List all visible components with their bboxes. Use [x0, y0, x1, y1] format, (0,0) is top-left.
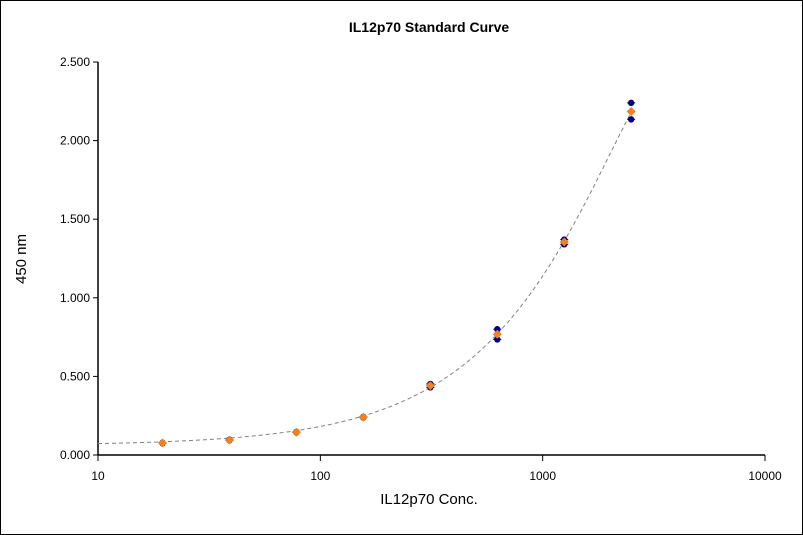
replicate-point — [627, 116, 635, 123]
y-tick-label: 2.500 — [60, 55, 90, 69]
replicate-point — [494, 336, 501, 343]
x-tick-label: 100 — [310, 469, 330, 483]
mean-point — [291, 427, 301, 437]
mean-point — [559, 237, 569, 247]
mean-point — [626, 107, 636, 117]
replicate-point — [627, 99, 635, 107]
mean-point — [358, 412, 368, 422]
replicate-point — [494, 326, 501, 333]
fit-curve — [97, 112, 632, 445]
y-axis-label: 450 nm — [13, 234, 30, 284]
y-tick-label: 0.500 — [60, 369, 90, 383]
y-tick-label: 2.000 — [60, 134, 90, 148]
y-tick-label: 1.000 — [60, 291, 90, 305]
data-points — [157, 99, 636, 448]
mean-point — [425, 381, 435, 391]
mean-point — [224, 435, 234, 445]
chart-title: IL12p70 Standard Curve — [349, 19, 509, 35]
x-tick-label: 10000 — [748, 469, 782, 483]
x-tick-label: 1000 — [529, 469, 556, 483]
y-tick-label: 1.500 — [60, 212, 90, 226]
axes: 0.000 0.500 1.000 1.500 2.000 2.500 10 100 1000 1… — [60, 55, 782, 483]
x-axis-label: IL12p70 Conc. — [380, 491, 478, 508]
fit-curve-group — [97, 112, 632, 445]
y-tick-label: 0.000 — [60, 448, 90, 462]
mean-point — [492, 329, 502, 339]
x-tick-label: 10 — [91, 469, 105, 483]
mean-point — [157, 438, 167, 448]
